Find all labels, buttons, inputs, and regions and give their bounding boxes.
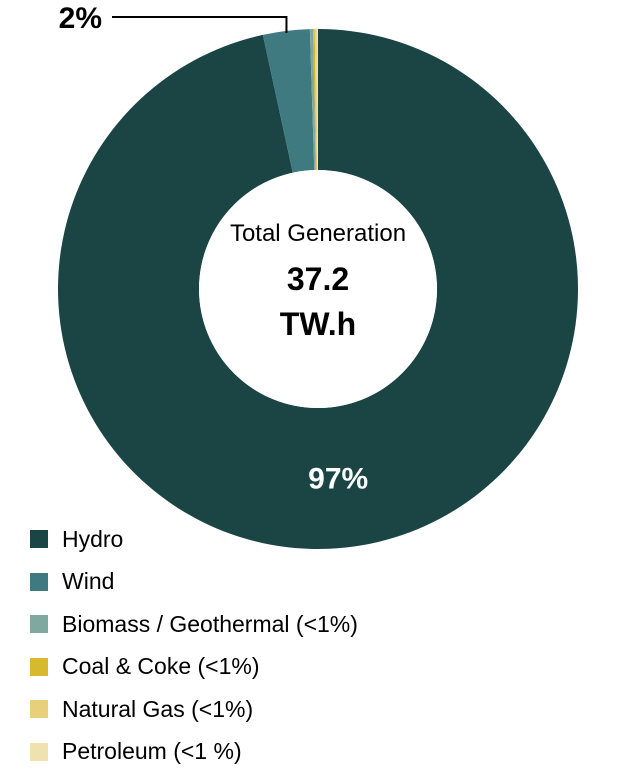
legend-label: Biomass / Geothermal (<1%) — [62, 611, 358, 638]
legend-item-hydro: Hydro — [30, 518, 358, 561]
legend-label: Coal & Coke (<1%) — [62, 653, 260, 680]
wind-leader-line — [112, 17, 286, 33]
legend-item-wind: Wind — [30, 561, 358, 604]
legend-swatch — [30, 530, 48, 548]
legend-item-natural-gas: Natural Gas (<1%) — [30, 688, 358, 731]
legend-item-coal-coke: Coal & Coke (<1%) — [30, 646, 358, 689]
legend-swatch — [30, 573, 48, 591]
legend-item-biomass-geothermal: Biomass / Geothermal (<1%) — [30, 603, 358, 646]
legend-label: Natural Gas (<1%) — [62, 696, 253, 723]
legend-item-petroleum: Petroleum (<1 %) — [30, 731, 358, 773]
legend-swatch — [30, 700, 48, 718]
legend-swatch — [30, 615, 48, 633]
center-label: Total Generation — [230, 220, 406, 247]
legend-label: Petroleum (<1 %) — [62, 738, 242, 765]
center-value: 37.2 — [287, 261, 349, 297]
slice-label-hydro: 97% — [308, 462, 368, 495]
chart-legend: Hydro Wind Biomass / Geothermal (<1%) Coal … — [30, 518, 358, 773]
legend-swatch — [30, 743, 48, 761]
center-unit: TW.h — [280, 306, 356, 342]
legend-swatch — [30, 658, 48, 676]
slice-label-wind: 2% — [59, 2, 102, 35]
legend-label: Hydro — [62, 526, 123, 553]
legend-label: Wind — [62, 568, 114, 595]
